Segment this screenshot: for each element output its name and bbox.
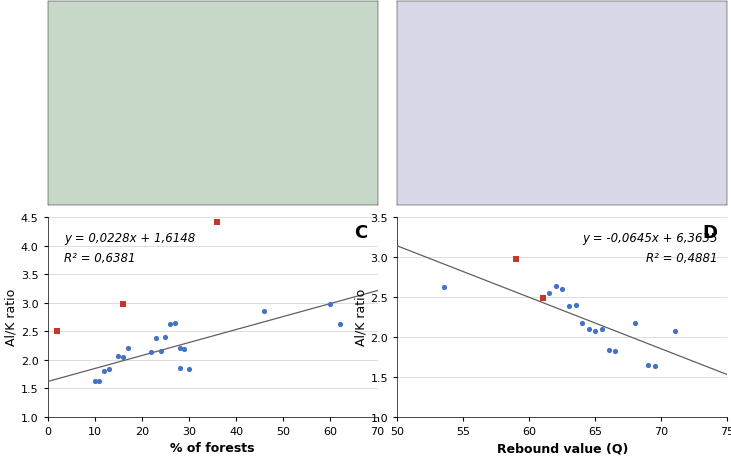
Point (122, 345, 134, 352)
Point (98, 368, 110, 375)
Point (183, 366, 194, 373)
Text: y = 0,0228x + 1,6148: y = 0,0228x + 1,6148 (64, 232, 195, 244)
Point (550, 283, 561, 291)
Point (543, 289, 555, 297)
Point (174, 345, 186, 352)
Point (334, 321, 346, 328)
Point (563, 303, 575, 311)
Y-axis label: Al/K ratio: Al/K ratio (5, 288, 18, 346)
Text: R² = 0,4881: R² = 0,4881 (646, 251, 717, 264)
Point (325, 301, 336, 308)
Point (103, 366, 115, 373)
Point (113, 353, 124, 360)
Point (159, 333, 171, 341)
Point (537, 294, 548, 302)
Point (178, 346, 190, 353)
Point (556, 286, 568, 293)
Point (596, 325, 607, 333)
Point (583, 325, 594, 333)
Point (169, 319, 181, 326)
Point (649, 363, 661, 370)
Point (164, 320, 176, 328)
Point (145, 349, 157, 356)
Point (576, 320, 588, 327)
Point (610, 348, 621, 355)
Point (438, 284, 450, 291)
X-axis label: Rebound value (Q): Rebound value (Q) (496, 441, 628, 454)
Text: y = -0,0645x + 6,3635: y = -0,0645x + 6,3635 (582, 232, 717, 244)
Point (51, 328, 63, 335)
Point (629, 320, 641, 327)
Y-axis label: Al/K ratio: Al/K ratio (355, 288, 368, 346)
Point (117, 353, 129, 361)
Point (259, 308, 270, 315)
Point (510, 255, 522, 263)
Point (155, 348, 167, 355)
Point (117, 301, 129, 308)
Point (643, 361, 654, 369)
Point (174, 365, 186, 372)
Point (569, 301, 581, 309)
Point (589, 328, 601, 335)
Text: R² = 0,6381: R² = 0,6381 (64, 251, 135, 264)
Text: C: C (355, 224, 368, 242)
Point (88, 378, 100, 385)
Point (669, 328, 681, 335)
Point (602, 347, 614, 354)
X-axis label: % of forests: % of forests (170, 441, 255, 454)
Point (150, 334, 162, 342)
Text: D: D (702, 224, 717, 242)
Point (211, 219, 223, 226)
Point (94, 377, 105, 385)
